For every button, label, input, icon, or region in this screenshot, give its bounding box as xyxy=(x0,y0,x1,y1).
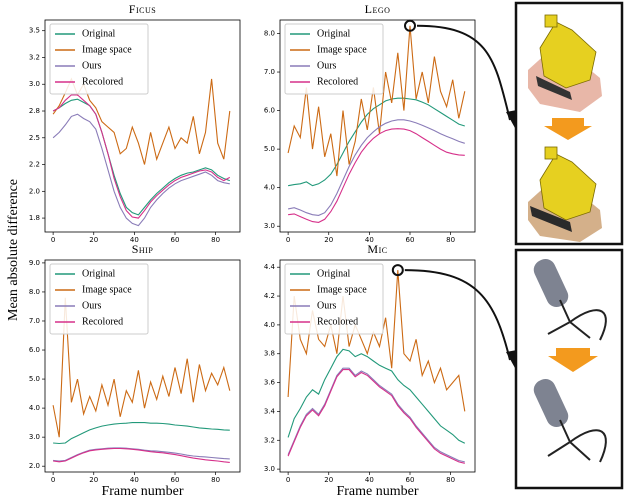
y-tick-label: 4.0 xyxy=(29,404,40,412)
series-line xyxy=(288,349,465,443)
chart-title: Ship xyxy=(132,242,154,256)
legend-label: Ours xyxy=(317,60,337,71)
legend-label: Image space xyxy=(82,284,132,295)
y-tick-label: 3.4 xyxy=(264,407,276,415)
series-line xyxy=(288,129,465,223)
y-tick-label: 6.0 xyxy=(29,346,40,354)
y-tick-label: 6.0 xyxy=(264,107,275,115)
y-tick-label: 4.4 xyxy=(264,263,276,271)
series-line xyxy=(53,99,230,215)
x-tick-label: 80 xyxy=(446,476,455,484)
series-line xyxy=(53,423,230,444)
x-axis-label: Frame number xyxy=(336,484,418,499)
mic-renders xyxy=(516,250,622,488)
y-tick-label: 2.8 xyxy=(29,107,40,115)
legend-label: Ours xyxy=(317,300,337,311)
figure: Mean absolute difference Ficus 1.8 2.0 2.2 2… xyxy=(0,0,624,500)
y-tick-label: 4.0 xyxy=(264,321,275,329)
legend-label: Recolored xyxy=(82,76,123,87)
x-tick-label: 40 xyxy=(130,476,139,484)
chart-title: Lego xyxy=(365,2,391,16)
y-tick-label: 4.0 xyxy=(264,184,275,192)
y-tick-label: 3.2 xyxy=(29,53,40,61)
y-tick-label: 3.5 xyxy=(29,27,40,35)
y-tick-label: 2.2 xyxy=(29,161,40,169)
legend-label: Original xyxy=(82,268,116,279)
y-tick-label: 3.0 xyxy=(264,222,275,230)
x-tick-label: 20 xyxy=(324,476,333,484)
legend-label: Original xyxy=(317,28,351,39)
y-tick-label: 3.6 xyxy=(264,379,276,387)
legend-label: Image space xyxy=(82,44,132,55)
y-tick-label: 3.0 xyxy=(29,80,40,88)
series-line xyxy=(288,370,465,464)
y-tick-label: 3.0 xyxy=(264,465,275,473)
series-line xyxy=(53,449,230,463)
y-tick-label: 8.0 xyxy=(264,29,275,37)
y-tick-label: 7.0 xyxy=(264,68,275,76)
y-tick-label: 2.0 xyxy=(29,462,40,470)
x-tick-label: 20 xyxy=(89,236,98,244)
x-tick-label: 60 xyxy=(171,476,180,484)
series-line xyxy=(288,368,465,462)
x-tick-label: 80 xyxy=(211,236,220,244)
x-tick-label: 80 xyxy=(211,476,220,484)
y-tick-label: 1.8 xyxy=(29,214,40,222)
legend-label: Original xyxy=(82,28,116,39)
y-tick-label: 5.0 xyxy=(264,145,275,153)
x-tick-label: 40 xyxy=(365,476,374,484)
x-tick-label: 60 xyxy=(406,236,415,244)
x-tick-label: 80 xyxy=(446,236,455,244)
y-tick-label: 8.0 xyxy=(29,288,40,296)
y-tick-label: 7.0 xyxy=(29,317,40,325)
callout-arrow xyxy=(405,270,510,360)
legend-label: Recolored xyxy=(317,76,358,87)
x-tick-label: 0 xyxy=(51,476,55,484)
x-tick-label: 20 xyxy=(324,236,333,244)
legend-label: Original xyxy=(317,268,351,279)
x-tick-label: 0 xyxy=(286,476,290,484)
x-tick-label: 0 xyxy=(286,236,290,244)
y-tick-label: 9.0 xyxy=(29,259,40,267)
y-tick-label: 2.0 xyxy=(29,187,40,195)
chart-title: Mic xyxy=(367,242,387,256)
y-tick-label: 3.8 xyxy=(264,350,275,358)
legend-label: Ours xyxy=(82,60,102,71)
y-tick-label: 3.2 xyxy=(264,436,275,444)
legend-label: Image space xyxy=(317,284,367,295)
legend-label: Recolored xyxy=(82,316,123,327)
lego-renders xyxy=(516,3,622,244)
y-tick-label: 5.0 xyxy=(29,375,40,383)
x-tick-label: 60 xyxy=(171,236,180,244)
legend-label: Ours xyxy=(82,300,102,311)
x-axis-label: Frame number xyxy=(101,484,183,499)
y-axis-label: Mean absolute difference xyxy=(6,179,21,321)
x-tick-label: 60 xyxy=(406,476,415,484)
y-tick-label: 4.2 xyxy=(264,292,275,300)
y-tick-label: 3.0 xyxy=(29,433,40,441)
x-tick-label: 0 xyxy=(51,236,55,244)
series-line xyxy=(53,95,230,218)
legend-label: Recolored xyxy=(317,316,358,327)
x-tick-label: 20 xyxy=(89,476,98,484)
legend-label: Image space xyxy=(317,44,367,55)
chart-title: Ficus xyxy=(129,2,156,16)
y-tick-label: 2.5 xyxy=(29,134,40,142)
